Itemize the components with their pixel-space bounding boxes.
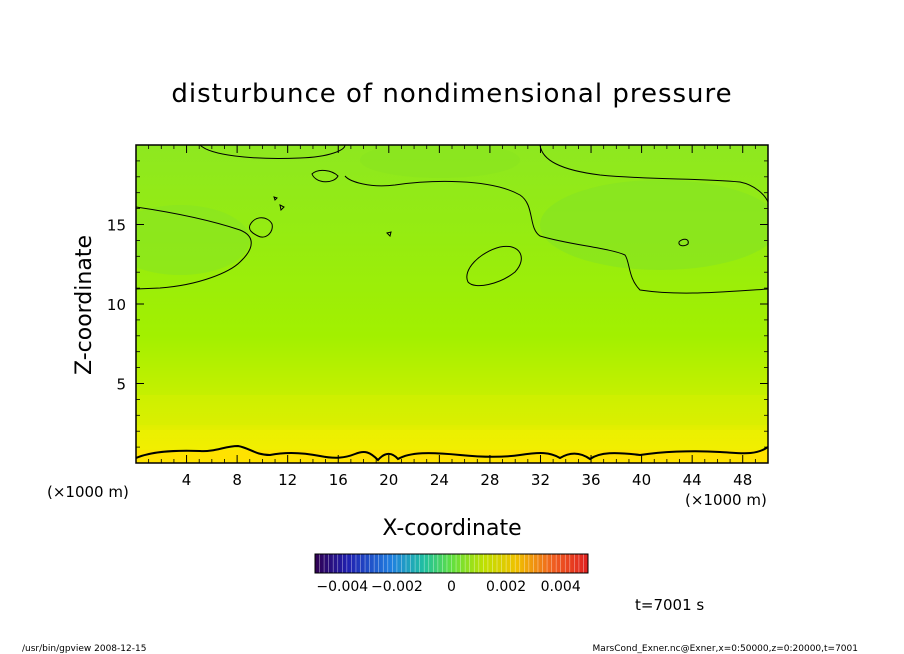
contour-line	[249, 217, 273, 238]
heatmap-band	[136, 395, 768, 425]
x-tick-label: 16	[329, 471, 348, 489]
colorbar-tick-label: 0.002	[486, 579, 526, 595]
x-tick-label: 44	[683, 471, 702, 489]
contour-lines	[136, 145, 768, 462]
x-tick-label: 4	[182, 471, 192, 489]
y-axis-label: Z-coordinate	[72, 235, 97, 375]
contour-line	[199, 145, 346, 159]
heatmap-patch	[540, 180, 768, 270]
colorbar-tick-label: 0	[447, 579, 456, 595]
heatmap-patch	[136, 205, 250, 275]
colorbar-frame	[314, 553, 589, 574]
x-tick-label: 28	[480, 471, 499, 489]
x-tick-label: 36	[581, 471, 600, 489]
chart-title: disturbunce of nondimensional pressure	[171, 79, 732, 109]
contour-line	[386, 231, 392, 237]
heatmap-patch	[360, 145, 520, 178]
contour-line	[136, 206, 252, 290]
contour-line	[311, 169, 339, 183]
contour-line	[466, 245, 522, 287]
contour-line	[678, 238, 689, 247]
colorbar-tick-label: 0.004	[541, 579, 581, 595]
colorbar-labels: −0.004 −0.002 0 0.002 0.004	[316, 579, 580, 595]
time-label: t=7001 s	[635, 596, 704, 614]
x-axis-label: X-coordinate	[382, 516, 521, 541]
y-axis: 5 10 15	[107, 160, 768, 448]
contour-line	[539, 145, 768, 203]
x-tick-label: 8	[232, 471, 242, 489]
colorbar-tick-label: −0.002	[371, 579, 423, 595]
x-tick-label: 48	[733, 471, 752, 489]
footer-left: /usr/bin/gpview 2008-12-15	[22, 644, 146, 654]
contour-line	[136, 444, 768, 462]
x-tick-label: 40	[632, 471, 651, 489]
x-tick-label: 20	[379, 471, 398, 489]
colorbar: −0.004 −0.002 0 0.002 0.004	[314, 553, 589, 595]
x-tick-label: 32	[531, 471, 550, 489]
contour-line	[344, 175, 768, 294]
y-tick-label: 10	[107, 296, 126, 314]
footer-right: MarsCond_Exner.nc@Exner,x=0:50000,z=0:20…	[593, 644, 858, 654]
heatmap-band	[136, 430, 768, 452]
x-tick-label: 24	[430, 471, 449, 489]
x-tick-label: 12	[278, 471, 297, 489]
colorbar-stripes	[319, 554, 584, 573]
y-tick-label: 15	[107, 217, 126, 235]
x-unit-left: (×1000 m)	[47, 483, 129, 501]
x-axis: 4 8 12 16 20 24 28 32 36 40 44 48	[148, 145, 756, 489]
colorbar-tick-label: −0.004	[316, 579, 368, 595]
contour-line	[279, 204, 285, 212]
contour-line	[273, 196, 278, 201]
y-tick-label: 5	[116, 376, 126, 394]
heatmap-field	[136, 145, 768, 463]
x-unit-right: (×1000 m)	[685, 491, 767, 509]
